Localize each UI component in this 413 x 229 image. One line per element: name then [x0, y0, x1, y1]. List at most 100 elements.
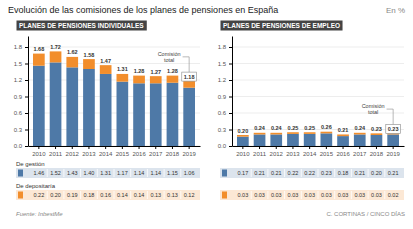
bar [304, 134, 316, 146]
table-separator [284, 169, 285, 177]
x-tick-label: 2012 [270, 151, 284, 157]
bar [321, 132, 333, 134]
legend-table: De gestión1.461.521.431.401.311.171.141.… [16, 161, 200, 200]
table-separator [130, 191, 131, 199]
bar [337, 134, 349, 136]
x-tick: 2010 [236, 146, 250, 157]
y-axis: 0.00.30.60.91.21.51.8 [14, 37, 29, 150]
panel-title: PLANES DE PENSIONES INDIVIDUALES [19, 22, 144, 29]
y-tick: 0.0 [218, 143, 232, 149]
bar [287, 134, 299, 146]
x-tick-label: 2019 [386, 151, 400, 157]
table-separator [63, 169, 64, 177]
legend-row: 0.030.030.030.030.030.030.030.030.030.02 [220, 190, 404, 200]
table-separator [114, 169, 115, 177]
table-cell: 1.14 [150, 170, 161, 176]
x-axis-line [29, 146, 201, 147]
x-tick: 2019 [386, 146, 400, 157]
subtitle: En % [386, 6, 405, 15]
y-tick: 1.8 [14, 44, 28, 50]
table-separator [251, 191, 252, 199]
table-cell: 1.43 [67, 170, 78, 176]
bar [33, 54, 45, 66]
x-tick: 2013 [82, 146, 96, 157]
panel-title-bg [17, 21, 147, 31]
table-separator [114, 191, 115, 199]
y-tick: 0.3 [218, 127, 232, 133]
y-tick: 0.6 [218, 110, 232, 116]
grid-line [232, 80, 404, 81]
y-tick: 0.0 [14, 143, 28, 149]
x-tick: 2015 [116, 146, 130, 157]
bars [237, 132, 399, 146]
x-tick-label: 2017 [149, 151, 163, 157]
total-label: 0.20 [237, 128, 248, 134]
x-tick-mark [343, 146, 344, 149]
y-tick-label: 0.0 [218, 143, 227, 149]
x-tick-label: 2018 [166, 151, 180, 157]
table-separator [318, 191, 319, 199]
x-axis-line [233, 146, 405, 147]
y-axis-line [28, 37, 29, 147]
legend-table: 0.170.210.210.220.220.230.180.210.200.21… [220, 168, 404, 200]
x-tick: 2016 [336, 146, 350, 157]
total-labels: 0.200.240.240.250.250.260.210.240.230.23 [237, 124, 400, 133]
legend-swatch [18, 192, 23, 199]
x-axis: 2010201120122013201420152016201720182019 [233, 146, 405, 157]
table-separator [368, 169, 369, 177]
x-tick: 2010 [32, 146, 46, 157]
x-tick: 2017 [149, 146, 163, 157]
panel: PLANES DE PENSIONES DE EMPLEO20102011201… [218, 21, 405, 201]
total-label: 1.28 [167, 68, 178, 74]
y-tick-label: 0.9 [14, 94, 23, 100]
table-cell: 1.14 [134, 170, 145, 176]
x-tick-mark [88, 146, 89, 149]
x-tick-mark [172, 146, 173, 149]
bar [100, 74, 112, 146]
bar-series [33, 51, 195, 87]
bar [83, 59, 95, 69]
table-cell: 0.20 [371, 170, 382, 176]
table-cell: 0.03 [321, 192, 332, 198]
x-tick-mark [139, 146, 140, 149]
bar [167, 76, 179, 83]
x-tick: 2011 [253, 146, 267, 157]
y-tick-mark [25, 64, 28, 65]
bar [66, 67, 78, 146]
total-label: 0.25 [288, 125, 299, 131]
annotation: Comisióntotal [362, 103, 385, 116]
x-tick: 2012 [66, 146, 80, 157]
bar-series [237, 132, 399, 137]
table-cell: 0.03 [338, 192, 349, 198]
x-tick: 2014 [303, 146, 317, 157]
table-cell: 0.21 [388, 170, 399, 176]
bar [50, 51, 62, 62]
annotation-line [183, 57, 190, 72]
y-tick: 1.2 [218, 77, 232, 83]
table-cell: 0.22 [33, 192, 44, 198]
y-tick-mark [229, 80, 232, 81]
table-cell: 0.14 [134, 192, 145, 198]
bar [337, 136, 349, 146]
x-tick-mark [155, 146, 156, 149]
table-separator [351, 191, 352, 199]
table-separator [267, 191, 268, 199]
table-separator [334, 169, 335, 177]
table-cell: 0.22 [304, 170, 315, 176]
table-separator [334, 191, 335, 199]
x-tick-label: 2012 [66, 151, 80, 157]
bar [354, 134, 366, 146]
y-tick-label: 0.9 [218, 94, 227, 100]
y-tick: 0.9 [218, 94, 232, 100]
x-tick-mark [105, 146, 106, 149]
table-cell: 0.02 [388, 192, 399, 198]
x-tick-label: 2011 [253, 151, 267, 157]
credit: C. CORTINAS / CINCO DÍAS [326, 211, 405, 217]
grid-line [232, 63, 404, 64]
x-tick-label: 2015 [320, 151, 334, 157]
table-cell: 0.16 [100, 192, 111, 198]
table-cell: 0.03 [271, 192, 282, 198]
bar [83, 69, 95, 146]
bar [304, 132, 316, 134]
legend-row-bg [220, 168, 404, 178]
